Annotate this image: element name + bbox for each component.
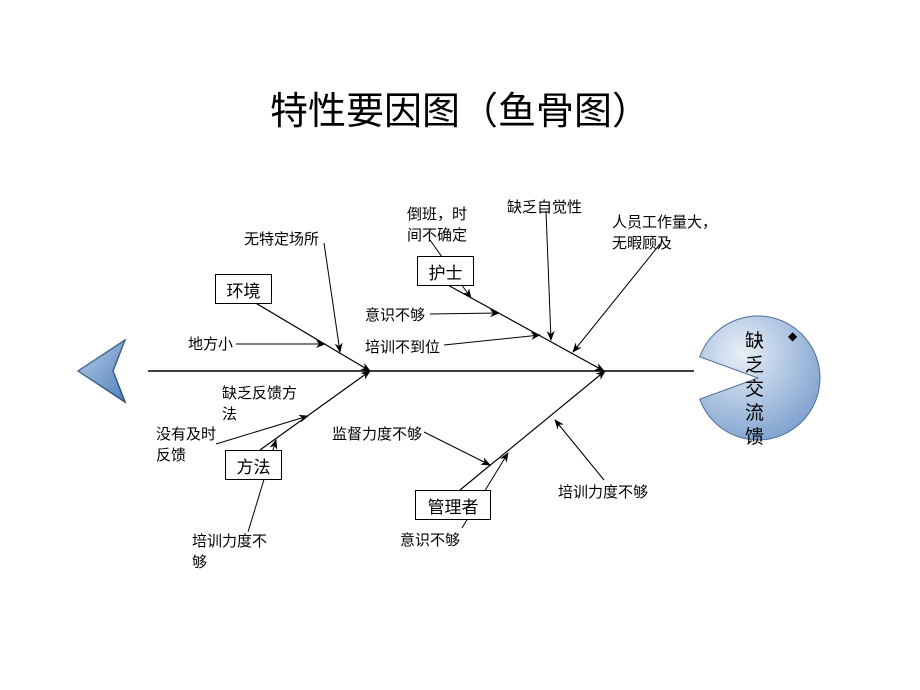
category-environment: 环境	[215, 274, 272, 304]
cause-no-specific-place: 无特定场所	[244, 228, 319, 249]
effect-label: 缺乏交流馈	[745, 330, 764, 450]
fishbone-diagram: ◆	[0, 0, 920, 690]
category-nurse: 护士	[417, 256, 474, 286]
cause-training-inadequate: 培训不到位	[365, 336, 440, 357]
category-method: 方法	[225, 450, 282, 480]
svg-text:◆: ◆	[788, 329, 798, 343]
cause-heavy-workload: 人员工作量大， 无暇顾及	[612, 211, 717, 253]
cause-awareness-insufficient-mgr: 意识不够	[400, 529, 460, 550]
cause-awareness-insufficient-nurse: 意识不够	[365, 304, 425, 325]
cause-small-place: 地方小	[188, 333, 233, 354]
cause-lack-feedback-method: 缺乏反馈方 法	[222, 382, 297, 424]
cause-shift-uncertain: 倒班，时 间不确定	[407, 203, 467, 245]
cause-no-timely-feedback: 没有及时 反馈	[156, 423, 216, 465]
cause-training-insufficient-mgr: 培训力度不够	[558, 481, 648, 502]
category-manager: 管理者	[415, 490, 491, 520]
cause-training-insufficient-method: 培训力度不 够	[192, 530, 267, 572]
cause-lack-consciousness: 缺乏自觉性	[507, 196, 582, 217]
cause-supervision-insufficient: 监督力度不够	[332, 423, 422, 444]
